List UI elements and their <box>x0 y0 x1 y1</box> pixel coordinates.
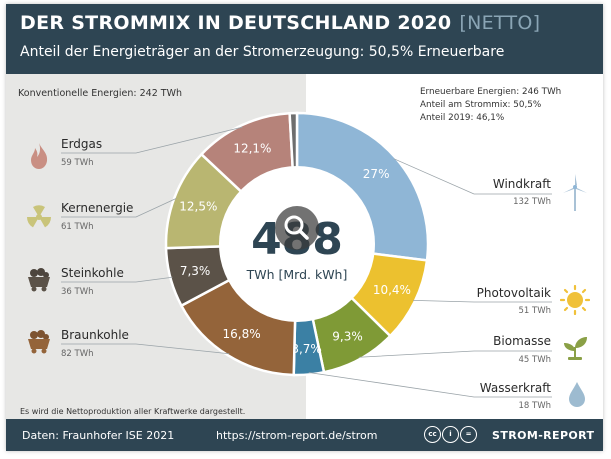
slice-label-steinkohle: 7,3% <box>180 264 211 278</box>
label-erdgas: Erdgas <box>61 137 103 151</box>
label-windkraft: Windkraft <box>492 177 551 191</box>
footnote: Es wird die Nettoproduktion aller Kraftw… <box>20 407 246 416</box>
slice-label-photovoltaik: 10,4% <box>373 283 411 297</box>
no-derivatives-icon: = <box>460 426 477 443</box>
renewable-share: Anteil am Strommix: 50,5% <box>420 100 542 110</box>
label-biomasse: Biomasse <box>493 334 551 348</box>
label-kernenergie: Kernenergie <box>61 201 134 215</box>
leader-line-photovoltaik <box>413 299 552 303</box>
value-wasserkraft: 18 TWh <box>518 401 551 411</box>
leader-line-kernenergie <box>61 198 177 218</box>
value-windkraft: 132 TWh <box>513 197 551 207</box>
radiation-icon <box>26 205 51 228</box>
leader-line-steinkohle <box>61 276 173 283</box>
slice-label-erdgas: 12,1% <box>233 141 271 155</box>
conventional-summary: Konventionelle Energien: 242 TWh <box>18 88 182 99</box>
infographic: DER STROMMIX IN DEUTSCHLAND 2020 [NETTO] … <box>6 4 603 451</box>
flame-icon <box>31 143 48 169</box>
license-badge: cc i = <box>424 426 478 443</box>
footer: Daten: Fraunhofer ISE 2021 https://strom… <box>6 419 603 451</box>
donut-chart: 27%10,4%9,3%3,7%16,8%7,3%12,5%12,1% 488 … <box>61 111 552 398</box>
data-source: Daten: Fraunhofer ISE 2021 <box>22 429 175 442</box>
coal-cart-icon <box>28 268 50 292</box>
brand: STROM-REPORT <box>492 429 595 442</box>
value-erdgas: 59 TWh <box>61 158 94 168</box>
value-biomasse: 45 TWh <box>518 355 551 365</box>
renewable-summary: Erneuerbare Energien: 246 TWh Anteil am … <box>420 86 561 125</box>
slice-label-kernenergie: 12,5% <box>179 200 217 214</box>
slice-label-windkraft: 27% <box>363 167 390 181</box>
title: DER STROMMIX IN DEUTSCHLAND 2020 [NETTO] <box>20 12 540 34</box>
slice-label-braunkohle: 16,8% <box>223 327 261 341</box>
cc-icon: cc <box>424 426 441 443</box>
subtitle: Anteil der Energieträger an der Stromerz… <box>20 44 505 60</box>
value-photovoltaik: 51 TWh <box>518 306 551 316</box>
title-tag: [NETTO] <box>459 12 541 34</box>
value-steinkohle: 36 TWh <box>61 287 94 297</box>
label-wasserkraft: Wasserkraft <box>479 381 551 395</box>
label-steinkohle: Steinkohle <box>61 266 124 280</box>
water-drop-icon <box>569 382 585 407</box>
label-braunkohle: Braunkohle <box>61 328 129 342</box>
label-photovoltaik: Photovoltaik <box>476 286 551 300</box>
renewable-total: Erneuerbare Energien: 246 TWh <box>420 87 562 97</box>
magnifier-icon[interactable] <box>275 206 319 250</box>
leader-line-wasserkraft <box>308 372 552 398</box>
source-link[interactable]: https://strom-report.de/strom <box>216 429 378 442</box>
slice-label-wasserkraft: 3,7% <box>291 342 322 356</box>
leader-line-braunkohle <box>61 343 230 355</box>
attribution-icon: i <box>442 426 459 443</box>
center-unit: TWh [Mrd. kWh] <box>246 267 348 282</box>
renewable-share-2019: Anteil 2019: 46,1% <box>420 113 505 123</box>
value-kernenergie: 61 TWh <box>61 222 94 232</box>
leader-line-biomasse <box>358 350 552 358</box>
sun-icon <box>560 285 590 315</box>
title-text: DER STROMMIX IN DEUTSCHLAND 2020 <box>20 12 452 34</box>
wind-turbine-icon <box>563 174 587 211</box>
header: DER STROMMIX IN DEUTSCHLAND 2020 [NETTO] … <box>6 4 603 74</box>
leader-line-windkraft <box>393 158 552 195</box>
coal-cart-icon <box>28 330 50 354</box>
value-braunkohle: 82 TWh <box>61 349 94 359</box>
sprout-icon <box>564 337 587 360</box>
slice-label-biomasse: 9,3% <box>332 330 363 344</box>
leader-line-erdgas <box>61 126 243 154</box>
